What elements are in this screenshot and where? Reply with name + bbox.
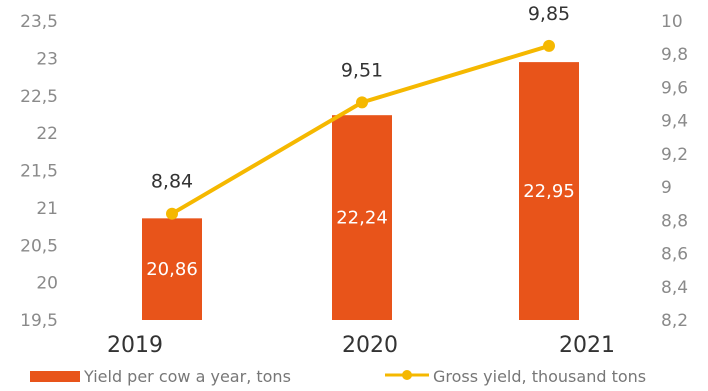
legend: Yield per cow a year, tons Gross yield, … — [30, 367, 646, 386]
right-tick-label: 8,4 — [661, 278, 688, 298]
bar-data-label: 22,95 — [523, 181, 575, 202]
line-series: 8,84 9,51 9,85 — [151, 3, 570, 220]
bar — [142, 218, 202, 320]
line-data-label: 8,84 — [151, 171, 193, 193]
bar-series: 20,86 22,24 22,95 — [142, 62, 579, 321]
left-tick-label: 20 — [36, 274, 58, 294]
line-data-label: 9,51 — [341, 59, 383, 81]
left-tick-label: 23,5 — [20, 12, 58, 32]
right-tick-label: 9,4 — [661, 112, 688, 132]
right-tick-label: 8,2 — [661, 311, 688, 331]
left-tick-label: 22 — [36, 124, 58, 144]
line-point — [166, 207, 178, 220]
line-point — [543, 39, 555, 52]
bar — [519, 62, 579, 321]
right-tick-label: 8,8 — [661, 211, 688, 231]
bar-data-label: 20,86 — [146, 259, 198, 280]
left-axis-ticks: 19,5 20 20,5 21 21,5 22 22,5 23 23,5 — [20, 12, 58, 331]
legend-label-bar: Yield per cow a year, tons — [83, 367, 291, 386]
right-tick-label: 10 — [661, 12, 683, 32]
x-tick-label: 2021 — [559, 333, 615, 358]
left-tick-label: 19,5 — [20, 311, 58, 331]
x-tick-label: 2019 — [107, 333, 163, 358]
bar — [332, 115, 392, 320]
right-tick-label: 8,6 — [661, 245, 688, 265]
legend-swatch-bar — [30, 371, 80, 382]
right-tick-label: 9,6 — [661, 78, 688, 98]
right-tick-label: 9 — [661, 178, 672, 198]
right-tick-label: 9,2 — [661, 145, 688, 165]
right-axis-ticks: 8,2 8,4 8,6 8,8 9 9,2 9,4 9,6 9,8 10 — [661, 12, 688, 331]
x-tick-label: 2020 — [342, 333, 398, 358]
x-axis-ticks: 2019 2020 2021 — [107, 333, 615, 358]
right-tick-label: 9,8 — [661, 45, 688, 65]
left-tick-label: 21 — [36, 199, 58, 219]
line-point — [356, 96, 368, 109]
left-tick-label: 23 — [36, 49, 58, 69]
bar-data-label: 22,24 — [336, 208, 388, 229]
legend-swatch-marker — [402, 370, 412, 380]
left-tick-label: 20,5 — [20, 236, 58, 256]
left-tick-label: 21,5 — [20, 162, 58, 182]
left-tick-label: 22,5 — [20, 87, 58, 107]
legend-label-line: Gross yield, thousand tons — [433, 367, 646, 386]
line-data-label: 9,85 — [528, 3, 570, 25]
